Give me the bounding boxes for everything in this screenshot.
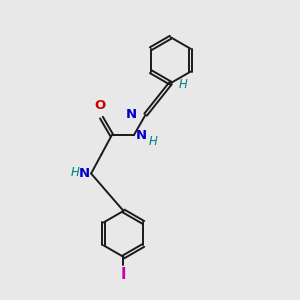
Text: O: O <box>94 99 106 112</box>
Text: N: N <box>126 108 137 121</box>
Text: H: H <box>148 135 158 148</box>
Text: N: N <box>135 129 146 142</box>
Text: H: H <box>179 78 188 91</box>
Text: H: H <box>71 166 80 178</box>
Text: I: I <box>121 268 126 283</box>
Text: N: N <box>79 167 90 180</box>
